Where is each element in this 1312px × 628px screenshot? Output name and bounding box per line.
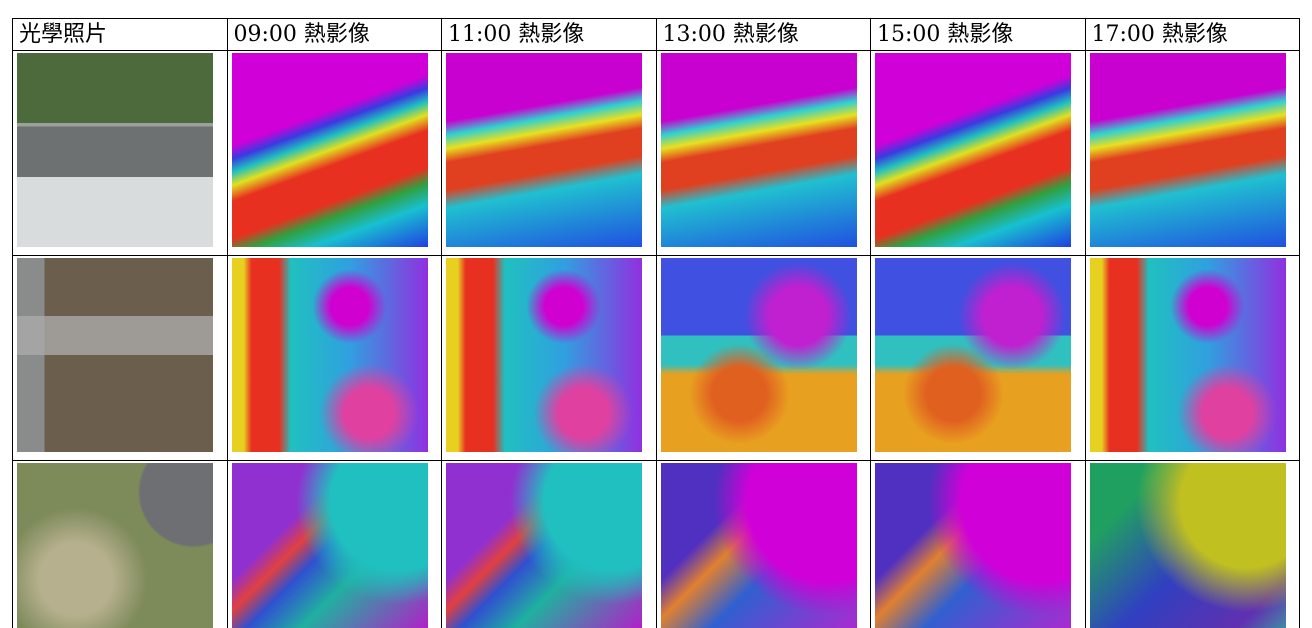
thermal-image (661, 53, 857, 247)
thermal-image (1090, 53, 1286, 247)
optical-photo (17, 53, 213, 247)
thermal-image (875, 53, 1071, 247)
header-cell: 11:00 熱影像 (442, 19, 657, 51)
thermal-image (661, 463, 857, 628)
cell (656, 51, 871, 256)
header-cell: 17:00 熱影像 (1085, 19, 1300, 51)
header-cell: 15:00 熱影像 (871, 19, 1086, 51)
cell (442, 51, 657, 256)
thermal-image (446, 463, 642, 628)
header-cell: 光學照片 (13, 19, 228, 51)
cell (656, 256, 871, 461)
header-cell: 09:00 熱影像 (227, 19, 442, 51)
header-cell: 13:00 熱影像 (656, 19, 871, 51)
page: 光學照片 09:00 熱影像 11:00 熱影像 13:00 熱影像 15:00… (12, 18, 1300, 628)
thermal-image (1090, 258, 1286, 452)
thermal-image (232, 463, 428, 628)
cell (871, 51, 1086, 256)
cell (1085, 256, 1300, 461)
thermal-image (875, 463, 1071, 628)
cell (442, 461, 657, 628)
thermal-image (232, 258, 428, 452)
thermal-image (446, 258, 642, 452)
image-row (13, 461, 1300, 628)
cell (227, 461, 442, 628)
image-row (13, 256, 1300, 461)
cell (13, 461, 228, 628)
optical-photo (17, 463, 213, 628)
thermal-image (232, 53, 428, 247)
cell (227, 51, 442, 256)
thermal-image (1090, 463, 1286, 628)
cell (13, 51, 228, 256)
cell (1085, 461, 1300, 628)
image-row (13, 51, 1300, 256)
thermal-image (875, 258, 1071, 452)
cell (871, 256, 1086, 461)
optical-photo (17, 258, 213, 452)
cell (871, 461, 1086, 628)
cell (442, 256, 657, 461)
cell (227, 256, 442, 461)
cell (1085, 51, 1300, 256)
cell (656, 461, 871, 628)
thermal-image (661, 258, 857, 452)
thermal-image (446, 53, 642, 247)
thermal-table: 光學照片 09:00 熱影像 11:00 熱影像 13:00 熱影像 15:00… (12, 18, 1300, 628)
header-row: 光學照片 09:00 熱影像 11:00 熱影像 13:00 熱影像 15:00… (13, 19, 1300, 51)
cell (13, 256, 228, 461)
